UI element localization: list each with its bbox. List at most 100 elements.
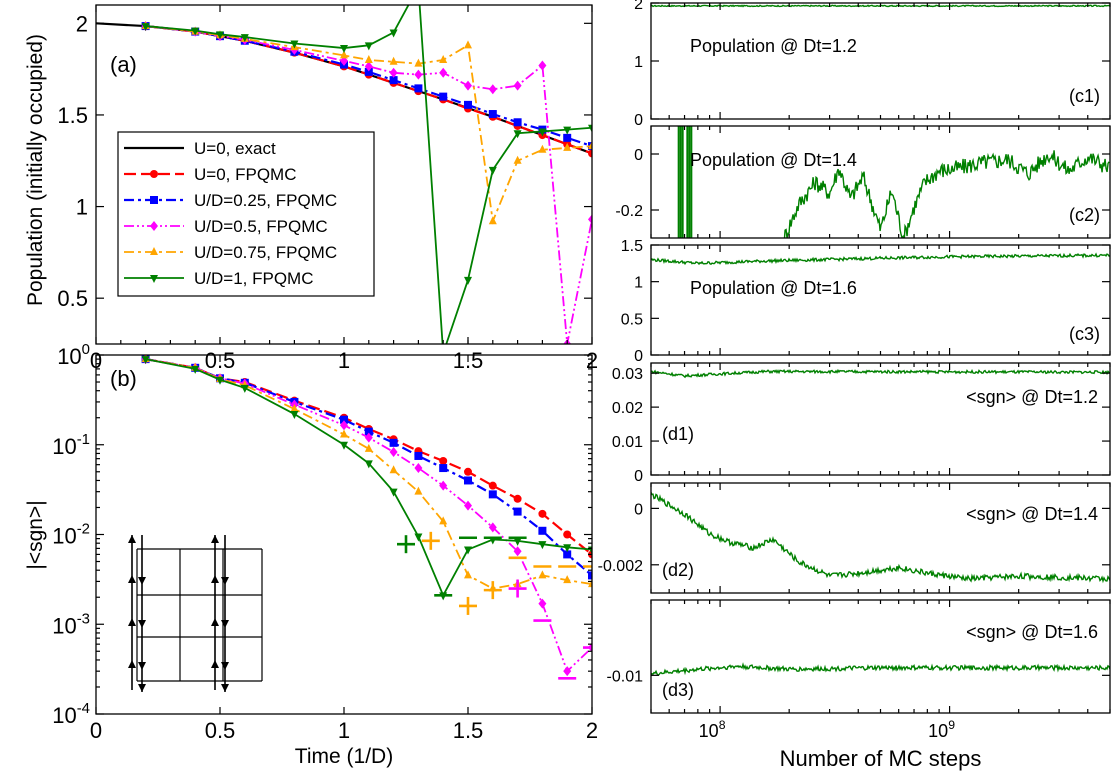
axes-frame-d1 [650,362,1111,476]
ytick-label-d1-2: 0.02 [612,400,643,417]
point-b-u1-8 [414,533,423,542]
spin-down-head-0-0 [138,577,146,585]
point-b-u0-11 [488,481,497,490]
point-u075-5 [340,50,348,59]
point-u025-11 [488,110,497,119]
ytick-label-c1-0: 0 [634,112,643,129]
point-b-u075-14 [563,575,572,584]
annotation-d3: <sgn> @ Dt=1.6 [966,622,1098,642]
ytick-label-d3-0: -0.01 [607,668,644,685]
ytick-label-c1-1: 1 [634,54,643,71]
point-b-u1-0 [141,356,150,365]
annotation-c3: Population @ Dt=1.6 [690,278,857,298]
point-u05-7 [389,67,398,78]
ytick-label-b-4: 100 [57,341,90,369]
point-b-u1-13 [538,541,547,550]
spin-up-0-head [128,535,136,543]
ytick-label-a-3: 2 [76,11,88,36]
point-b-u1-7 [389,488,398,497]
point-b-u025-11 [488,490,497,499]
point-b-u05-12 [513,546,522,557]
ytick-label-c3-3: 1.5 [621,238,643,255]
plot-area-d1 [651,368,1110,379]
point-b-u05-5 [340,420,348,431]
point-u05-6 [364,61,373,72]
point-b-u075-4 [290,404,299,413]
point-b-u075-5 [340,429,348,438]
spin-up-head-0-2 [128,660,136,668]
series-line-u1 [145,5,592,344]
annotation-d2: <sgn> @ Dt=1.4 [966,504,1098,524]
axes-frame-b [95,354,593,715]
ytick-label-b-1: 10-3 [52,610,90,638]
point-b-u05-8 [414,463,423,474]
plot-area-d2 [651,492,1110,584]
point-b-u05-10 [464,500,472,511]
ytick-label-b-2: 10-2 [52,521,90,549]
panel-label-d3: (d3) [662,680,694,700]
point-b-u0-10 [464,467,472,476]
xtick-label-d3-1-base: 10 [928,721,948,741]
spin-up-head-1-2 [211,660,219,668]
point-u075-7 [389,56,398,65]
trace-d3 [651,662,1110,677]
spin-up-head-1-0 [211,575,219,583]
xtick-label-d3-1-exp: 9 [948,718,955,732]
xtick-label-b-3: 1.5 [453,718,484,743]
point-u025-9 [439,92,448,101]
point-u05-9 [439,67,448,78]
point-b-u025-9 [439,464,448,473]
point-b-u05-14 [563,666,572,677]
spin-down-head-0-2 [138,662,146,670]
legend-marker-u025 [150,196,158,204]
point-u1-2 [216,31,224,40]
xtick-label-d3-0-base: 10 [699,721,719,741]
panel-label-c1: (c1) [1069,86,1100,106]
trace-d1 [651,368,1110,379]
point-b-u05-13 [538,598,547,609]
xlabel-b: Time (1/D) [295,745,393,768]
annotation-c2: Population @ Dt=1.4 [690,150,857,170]
point-u075-15 [588,141,592,150]
series-line-b-u05 [145,358,592,673]
axes-frame-c1 [650,2,1111,120]
point-u1-6 [364,42,373,51]
xtick-label-b-2: 1 [338,718,350,743]
spin-down-0-head [138,684,146,692]
trace-d2 [651,492,1110,584]
series-line-b-u1 [145,358,592,598]
annotation-d1: <sgn> @ Dt=1.2 [966,387,1098,407]
axes-frame-d3 [650,599,1111,714]
ytick-label-b-3-base: 10 [52,434,76,459]
spin-up-head-0-1 [128,618,136,626]
point-u1-13 [538,128,547,137]
point-u1-15 [588,124,592,133]
point-b-u075-13 [538,570,547,579]
point-b-u075-7 [389,465,398,474]
point-u1-7 [389,29,398,38]
plot-area-b [141,355,592,680]
point-b-u075-6 [364,443,373,452]
point-u025-8 [414,84,423,93]
spin-up-head-1-1 [211,618,219,626]
point-u05-10 [464,80,472,91]
point-u1-14 [563,126,572,135]
ytick-label-c3-2: 1 [634,275,643,292]
point-u1-10 [464,276,472,285]
point-u075-8 [414,58,423,67]
point-b-u025-12 [513,507,522,516]
point-u075-6 [364,54,373,63]
point-u1-11 [488,166,497,175]
ytick-label-b-0: 10-4 [52,700,90,728]
point-b-u1-1 [191,365,200,374]
spin-down-head-1-0 [221,577,229,585]
ytick-label-c2-1: -0.2 [615,203,643,220]
point-b-u025-10 [464,476,472,485]
legend-label-u075: U/D=0.75, FPQMC [194,243,337,262]
point-b-u1-5 [340,441,348,450]
ytick-label-b-3: 10-1 [52,431,90,459]
plot-area-d3 [651,662,1110,677]
series-line-b-u075 [145,358,592,590]
point-b-u075-10 [464,570,472,579]
plot-area-a [96,5,592,344]
